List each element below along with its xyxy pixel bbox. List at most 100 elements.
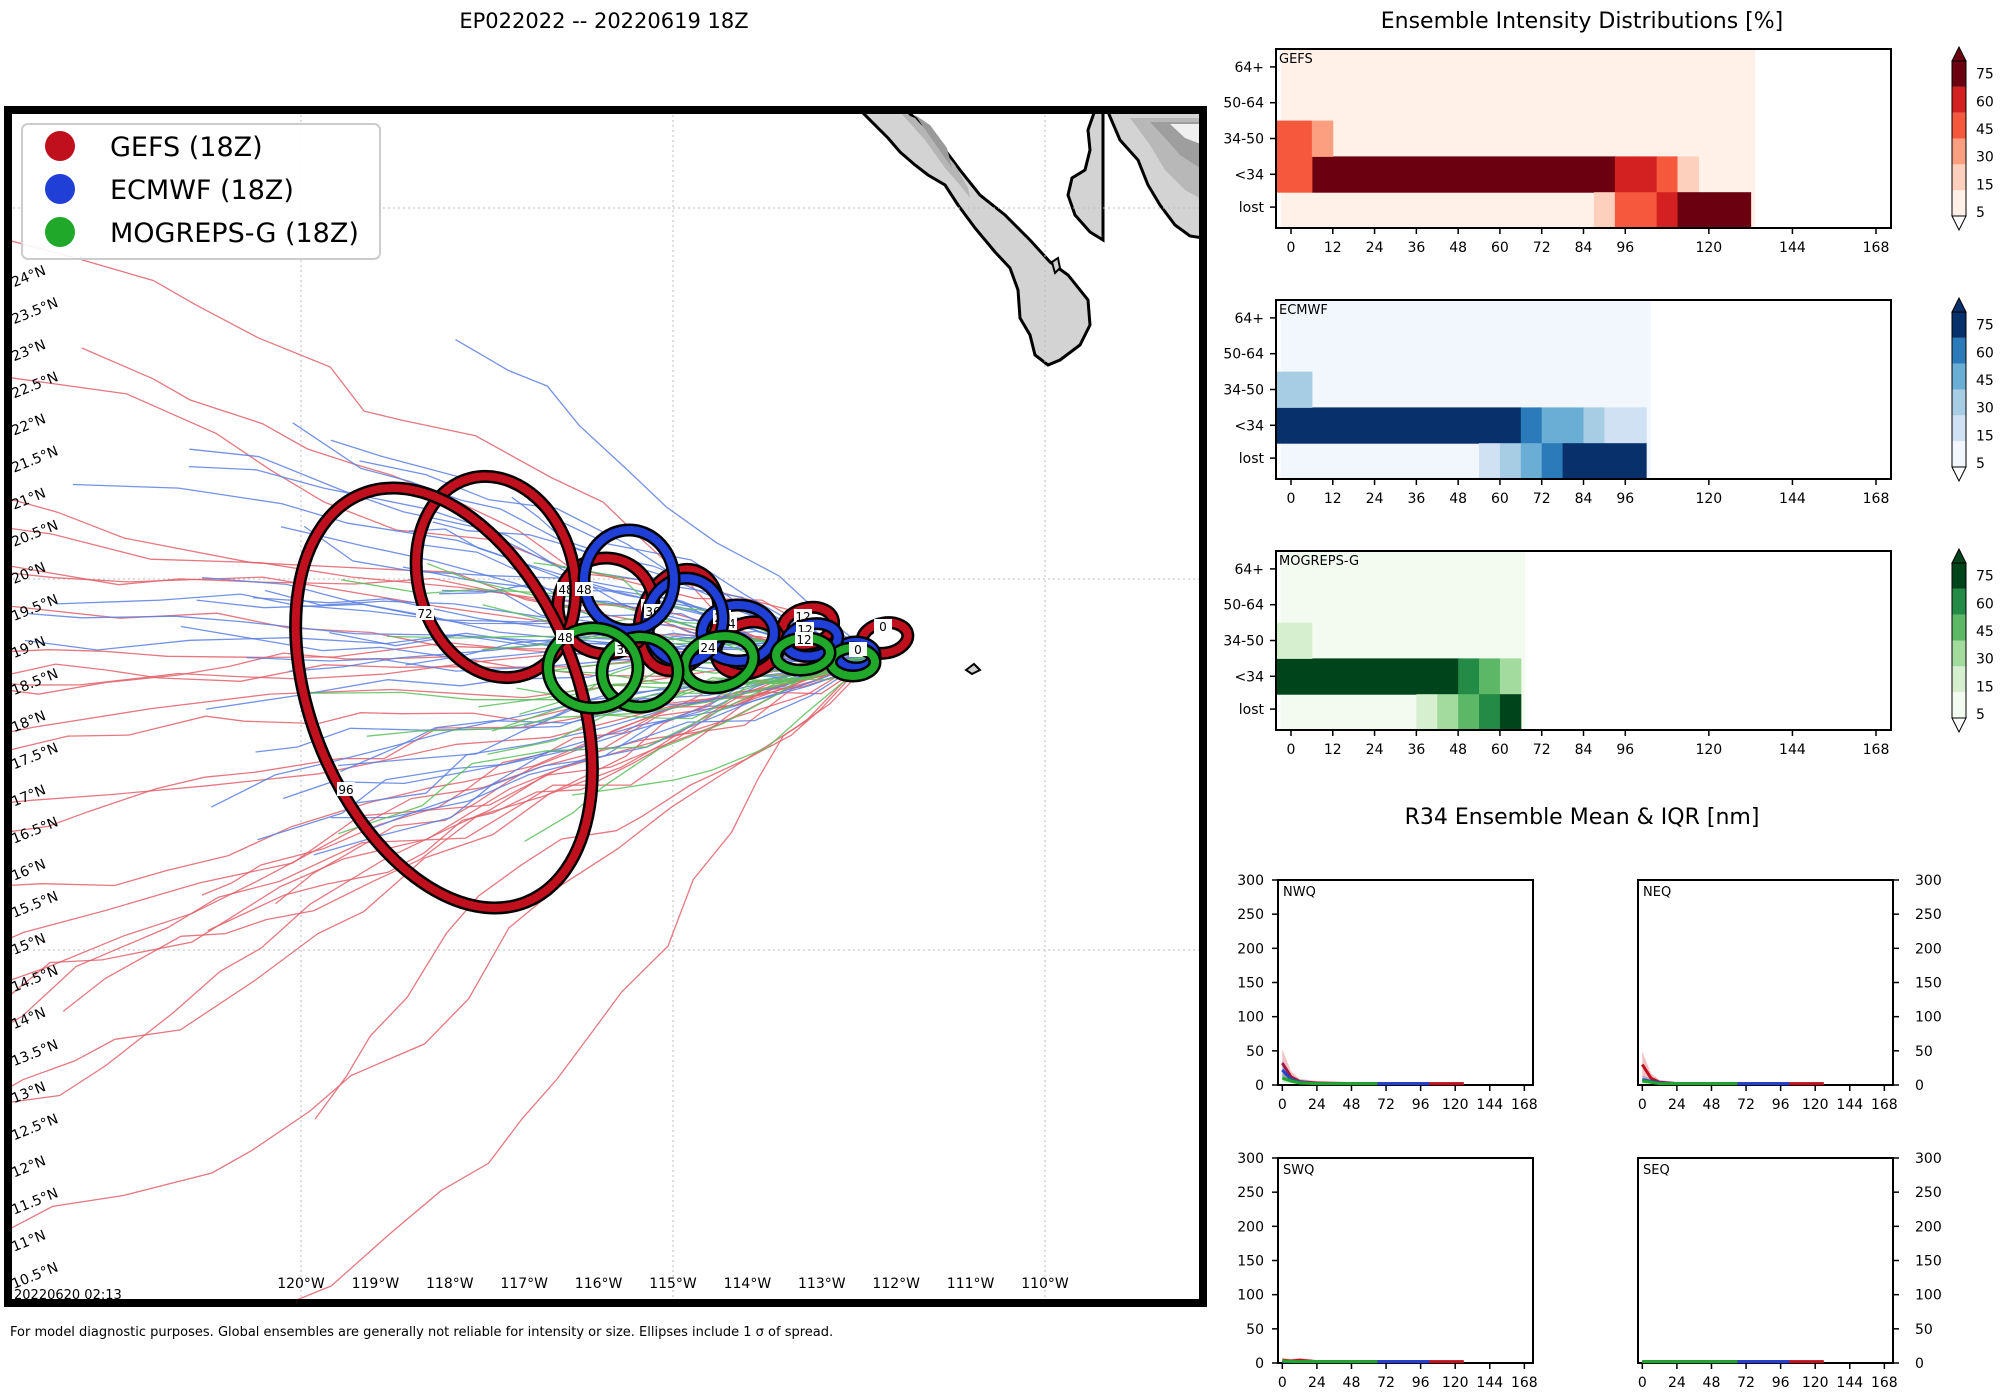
r34-panel-label: SWQ <box>1283 1163 1314 1178</box>
r34-xtick-label: 48 <box>1343 1375 1361 1391</box>
colorbar-tick-label: 60 <box>1976 345 1994 361</box>
mogreps-ellipse-24-label: 24 <box>699 640 717 655</box>
mogreps-ellipse-48-ring <box>544 624 642 712</box>
heatmap-cell <box>1583 407 1605 444</box>
heatmap-cell-bg <box>1280 120 1756 157</box>
heatmap-cell <box>1311 156 1616 193</box>
colorbar-mogreps-g: 5 15 30 45 60 75 <box>1951 547 1994 734</box>
r34-xtick-label: 24 <box>1308 1097 1326 1113</box>
heatmap-cell <box>1520 443 1543 479</box>
ensemble-track <box>62 654 858 1012</box>
ensemble-track <box>8 653 856 1104</box>
lon-tick-label: 117°W <box>500 1276 548 1292</box>
r34-xtick-label: 168 <box>1871 1375 1898 1391</box>
heatmap-cell <box>1499 443 1522 479</box>
heatmap-xtick-label: 12 <box>1324 240 1342 256</box>
mogreps-ellipse-12-label-text: 12 <box>796 633 811 647</box>
lon-tick-label: 114°W <box>724 1276 772 1292</box>
gefs-ellipse-96-label: 96 <box>337 782 355 797</box>
heatmap-cell <box>1416 694 1438 730</box>
heatmap-row-label: 64+ <box>1234 311 1264 327</box>
r34-ytick-label: 200 <box>1237 1219 1264 1235</box>
ensemble-track <box>81 347 876 667</box>
r34-frame <box>1277 1157 1534 1364</box>
intensity-title: Ensemble Intensity Distributions [%] <box>1381 9 1784 34</box>
heatmap-row-label: <34 <box>1234 167 1264 183</box>
heatmap-xtick-label: 12 <box>1324 491 1342 507</box>
legend-ecmwf-label: ECMWF (18Z) <box>110 175 294 206</box>
heatmap-xtick-label: 60 <box>1491 240 1509 256</box>
r34-ytick-label: 100 <box>1237 1010 1264 1026</box>
r34-ytick-label: 0 <box>1915 1078 1924 1094</box>
r34-panel-neq: NEQ 0 50 100 150 200 250 300 0 24 48 72 96 120 144 168 <box>1637 873 1942 1113</box>
gefs-ellipse-96-label-text: 96 <box>338 783 353 797</box>
r34-xtick-label: 96 <box>1772 1097 1790 1113</box>
r34-xtick-label: 168 <box>1511 1097 1538 1113</box>
intensity-heatmaps: GEFS 64+ 50-64 34-50 <34 lost 0 12 24 36 48 60 72 84 9… <box>1223 45 1994 758</box>
r34-xtick-label: 24 <box>1308 1375 1326 1391</box>
r34-ytick-label: 0 <box>1255 1078 1264 1094</box>
ecmwf-ellipse-48-ring <box>580 526 678 634</box>
heatmap-row-label: lost <box>1239 451 1265 467</box>
colorbar-tick-label: 45 <box>1976 624 1994 640</box>
island <box>964 662 982 676</box>
colorbar-extend-top <box>1951 45 1967 62</box>
heatmap-panel-label: MOGREPS-G <box>1279 554 1359 569</box>
heatmap-row-label: <34 <box>1234 669 1264 685</box>
heatmap-cell <box>1635 156 1658 193</box>
ensemble-track <box>8 667 858 1026</box>
mogreps-ellipse-24 <box>678 629 760 695</box>
r34-ytick-label: 250 <box>1915 1185 1942 1201</box>
r34-frame <box>1637 879 1894 1086</box>
ensemble-track <box>8 239 860 666</box>
legend-gefs-label: GEFS (18Z) <box>110 132 263 163</box>
heatmap-cell <box>1677 192 1752 228</box>
r34-xtick-label: 120 <box>1802 1375 1829 1391</box>
heatmap-cell <box>1276 658 1459 695</box>
r34-xtick-label: 0 <box>1278 1097 1287 1113</box>
land-baja <box>857 110 1092 367</box>
r34-title: R34 Ensemble Mean & IQR [nm] <box>1405 805 1760 830</box>
r34-panel-seq: SEQ 0 50 100 150 200 250 300 0 24 48 72 96 120 144 168 <box>1637 1151 1942 1391</box>
r34-ytick-label: 100 <box>1915 1010 1942 1026</box>
lon-tick-label: 112°W <box>872 1276 920 1292</box>
lon-tick-label: 113°W <box>798 1276 846 1292</box>
timestamp-stamp: 20220620 02:13 <box>14 1288 122 1303</box>
heatmap-row-label: 34-50 <box>1223 634 1264 650</box>
heatmap-xtick-label: 96 <box>1616 491 1634 507</box>
colorbar-segment <box>1952 190 1966 216</box>
colorbar-segment <box>1952 692 1966 718</box>
r34-xtick-label: 96 <box>1772 1375 1790 1391</box>
heatmap-panel-label: GEFS <box>1279 52 1313 67</box>
colorbar-segment <box>1952 563 1966 589</box>
r34-ytick-label: 300 <box>1915 1151 1942 1167</box>
colorbar-tick-label: 75 <box>1976 67 1994 83</box>
ensemble-track <box>8 664 871 1090</box>
colorbar-tick-label: 60 <box>1976 94 1994 110</box>
legend-box <box>21 123 381 260</box>
colorbar-extend-top <box>1951 547 1967 564</box>
gefs-ellipse-72-label: 72 <box>416 606 434 621</box>
ensemble-track <box>455 339 878 659</box>
heatmap-xtick-label: 120 <box>1695 491 1722 507</box>
heatmap-cell <box>1437 694 1459 730</box>
colorbar-segment <box>1952 61 1966 87</box>
lon-tick-label: 115°W <box>649 1276 697 1292</box>
r34-mean-line-mogreps-g <box>1282 1359 1378 1364</box>
r34-xtick-label: 24 <box>1668 1097 1686 1113</box>
mogreps-ellipse-00-label-bg <box>849 642 867 656</box>
legend-gefs-marker <box>45 131 75 161</box>
map-legend: GEFS (18Z) ECMWF (18Z) MOGREPS-G (18Z) <box>21 123 381 260</box>
r34-ytick-label: 150 <box>1915 976 1942 992</box>
heatmap-xtick-label: 168 <box>1863 240 1890 256</box>
heatmap-xtick-label: 168 <box>1863 742 1890 758</box>
heatmap-xtick-label: 36 <box>1407 491 1425 507</box>
r34-xtick-label: 48 <box>1703 1097 1721 1113</box>
heatmap-xtick-label: 84 <box>1575 491 1593 507</box>
heatmap-cell <box>1311 120 1334 157</box>
colorbar-frame <box>1951 311 1967 468</box>
r34-xtick-label: 144 <box>1836 1097 1863 1113</box>
map-frame <box>4 106 1207 1307</box>
r34-xtick-label: 72 <box>1377 1097 1395 1113</box>
